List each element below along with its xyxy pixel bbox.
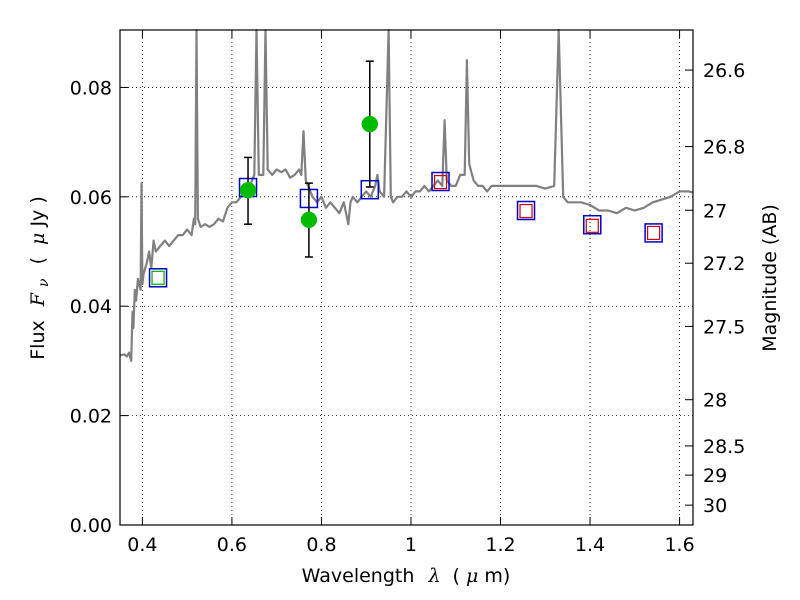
magnitude-tick-label: 28.5 bbox=[703, 436, 745, 458]
y-axis-label-unit-open: ( bbox=[27, 257, 49, 264]
observed-point bbox=[300, 211, 318, 229]
x-tick-label: 0.4 bbox=[127, 534, 157, 556]
x-axis-label-unit-rest: m) bbox=[484, 565, 510, 587]
y-tick-label: 0.08 bbox=[70, 77, 112, 99]
model-square-red bbox=[585, 218, 599, 233]
grid-lines bbox=[120, 30, 693, 526]
x-tick-label: 0.6 bbox=[217, 534, 247, 556]
model-square-red bbox=[433, 174, 448, 190]
y-axis-label-unit-symbol: μ bbox=[27, 233, 49, 245]
x-axis-label-unit-open: ( bbox=[453, 565, 460, 587]
x-axis-label-unit-symbol: μ bbox=[466, 565, 478, 587]
model-square-blue bbox=[516, 200, 536, 221]
magnitude-axis-label: Magnitude (AB) bbox=[759, 204, 781, 352]
model-square-blue bbox=[148, 268, 168, 288]
magnitude-tick-label: 26.6 bbox=[703, 60, 745, 82]
magnitude-tick-label: 27 bbox=[703, 200, 727, 222]
spectrum-series bbox=[119, 28, 694, 362]
x-tick-label: 1 bbox=[405, 534, 417, 556]
plot-background bbox=[120, 30, 693, 525]
x-axis-label-prefix: Wavelength bbox=[302, 565, 415, 587]
x-tick-label: 1.2 bbox=[485, 534, 515, 556]
model-square-red bbox=[519, 203, 533, 219]
x-axis-label-symbol: λ bbox=[427, 565, 440, 587]
magnitude-tick-label: 30 bbox=[703, 495, 727, 517]
marker-layer bbox=[148, 60, 663, 288]
x-tick-label: 1.4 bbox=[575, 534, 605, 556]
observed-point bbox=[361, 115, 379, 133]
y-axis-label-subscript: ν bbox=[36, 278, 52, 287]
y-tick-label: 0.00 bbox=[70, 515, 112, 537]
x-tick-label: 0.8 bbox=[306, 534, 336, 556]
observed-point bbox=[239, 182, 257, 199]
y-tick-label: 0.06 bbox=[70, 187, 112, 209]
magnitude-tick-label: 26.8 bbox=[703, 137, 745, 159]
axis-ticks: 0.4 0.6 0.8 1 1.2 1.4 1.6 0.00 0.02 0.04 0.06 0.08 2… bbox=[70, 30, 745, 556]
y-tick-label: 0.02 bbox=[70, 406, 112, 428]
model-square-green bbox=[151, 270, 165, 285]
model-square-blue bbox=[644, 223, 663, 243]
model-square-red bbox=[647, 225, 661, 241]
y-axis-label-symbol: F bbox=[27, 292, 49, 307]
model-square-blue bbox=[583, 214, 602, 235]
magnitude-tick-label: 27.5 bbox=[703, 316, 745, 338]
y-axis-label-prefix: Flux bbox=[27, 320, 49, 360]
magnitude-tick-label: 27.2 bbox=[703, 253, 745, 275]
magnitude-tick-label: 29 bbox=[703, 465, 727, 487]
plot-frame bbox=[119, 29, 694, 526]
y-tick-label: 0.04 bbox=[70, 296, 112, 318]
model-square-blue bbox=[431, 171, 450, 192]
y-axis-label: Flux F ν ( μ Jy ) bbox=[27, 196, 53, 360]
spectrum-line bbox=[119, 28, 694, 362]
y-axis-label-unit-rest: Jy ) bbox=[27, 196, 49, 227]
x-axis-label: Wavelength λ ( μ m) bbox=[302, 565, 511, 587]
x-tick-label: 1.6 bbox=[664, 534, 694, 556]
magnitude-tick-label: 28 bbox=[703, 390, 727, 412]
